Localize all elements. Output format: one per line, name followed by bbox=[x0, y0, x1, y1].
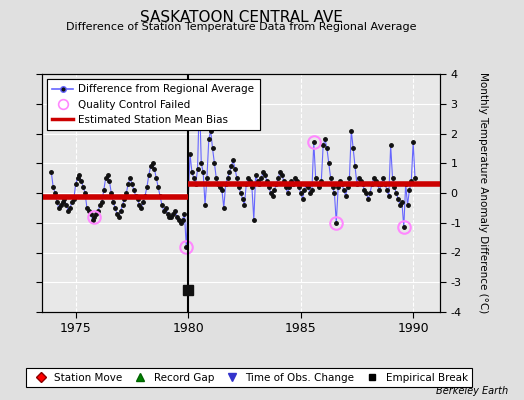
Text: SASKATOON CENTRAL AVE: SASKATOON CENTRAL AVE bbox=[139, 10, 343, 25]
Legend: Station Move, Record Gap, Time of Obs. Change, Empirical Break: Station Move, Record Gap, Time of Obs. C… bbox=[26, 368, 472, 387]
Legend: Difference from Regional Average, Quality Control Failed, Estimated Station Mean: Difference from Regional Average, Qualit… bbox=[47, 79, 259, 130]
Y-axis label: Monthly Temperature Anomaly Difference (°C): Monthly Temperature Anomaly Difference (… bbox=[478, 72, 488, 314]
Text: Difference of Station Temperature Data from Regional Average: Difference of Station Temperature Data f… bbox=[66, 22, 416, 32]
Text: Berkeley Earth: Berkeley Earth bbox=[436, 386, 508, 396]
